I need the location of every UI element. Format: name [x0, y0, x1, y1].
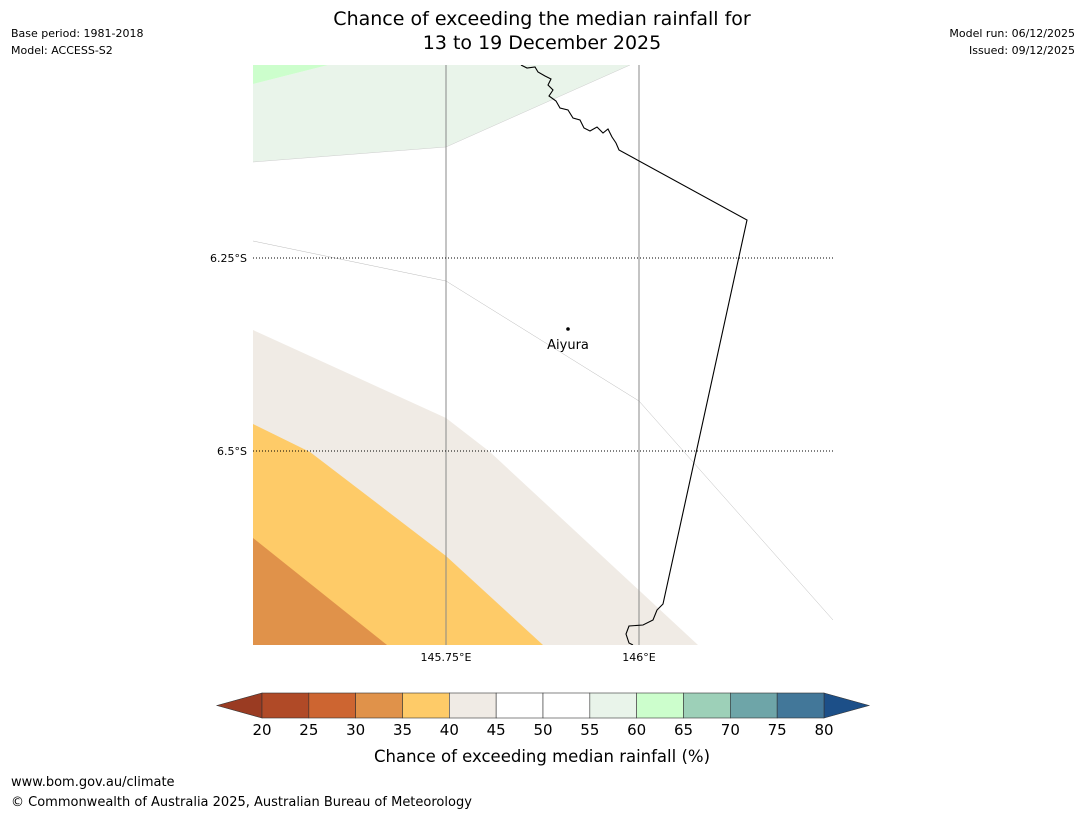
colorbar-tick-label: 20: [252, 721, 271, 739]
colorbar-cell: [402, 692, 450, 719]
colorbar-cell: [776, 692, 825, 719]
place-label: Aiyura: [547, 338, 589, 353]
colorbar-tick-label: 70: [721, 721, 740, 739]
colorbar-under-arrow: [215, 692, 263, 719]
colorbar-cell: [308, 692, 356, 719]
colorbar-cell: [495, 692, 544, 719]
region-55-60: [253, 65, 630, 162]
colorbar-tick-label: 45: [487, 721, 506, 739]
lon-label: 146°E: [622, 651, 655, 664]
colorbar-over-arrow: [823, 692, 871, 719]
colorbar-tick-label: 55: [580, 721, 599, 739]
lon-label: 145.75°E: [421, 651, 472, 664]
issued-text: Issued: 09/12/2025: [968, 44, 1075, 57]
colorbar-cell: [636, 692, 684, 719]
colorbar-cell: [589, 692, 637, 719]
base-period-text: Base period: 1981-2018: [11, 27, 144, 40]
colorbar-tick-label: 30: [346, 721, 365, 739]
title-line-1: Chance of exceeding the median rainfall …: [333, 8, 751, 30]
colorbar-title: Chance of exceeding median rainfall (%): [374, 747, 710, 766]
map-title: Chance of exceeding the median rainfall …: [242, 7, 842, 55]
colorbar: 20 25 30 35 40 45 50 55 60 65 70 75 80: [215, 692, 871, 739]
colorbar-tick-label: 80: [814, 721, 833, 739]
colorbar-cell: [261, 692, 310, 719]
map-area: [253, 65, 833, 645]
colorbar-tick-label: 60: [627, 721, 646, 739]
colorbar-cell: [683, 692, 731, 719]
colorbar-cell: [449, 692, 497, 719]
colorbar-tick-label: 40: [440, 721, 459, 739]
colorbar-tick-label: 65: [674, 721, 693, 739]
colorbar-tick-label: 50: [533, 721, 552, 739]
lat-label: 6.5°S: [217, 445, 247, 458]
town-marker: [566, 327, 570, 331]
colorbar-cell: [730, 692, 778, 719]
footer-url[interactable]: www.bom.gov.au/climate: [11, 775, 175, 790]
colorbar-cell: [542, 692, 591, 719]
contour-line: [253, 240, 833, 621]
footer-copyright: © Commonwealth of Australia 2025, Austra…: [11, 795, 472, 810]
region-60-65: [253, 65, 328, 84]
region-35-40: [253, 424, 543, 645]
model-text: Model: ACCESS-S2: [11, 44, 113, 57]
model-run-text: Model run: 06/12/2025: [949, 27, 1075, 40]
colorbar-tick-label: 25: [299, 721, 318, 739]
title-line-2: 13 to 19 December 2025: [422, 32, 662, 54]
colorbar-cell: [355, 692, 403, 719]
province-boundary: [520, 65, 748, 645]
colorbar-tick-label: 75: [768, 721, 787, 739]
colorbar-tick-label: 35: [393, 721, 412, 739]
region-30-35: [253, 538, 387, 645]
lat-label: 6.25°S: [210, 252, 247, 265]
